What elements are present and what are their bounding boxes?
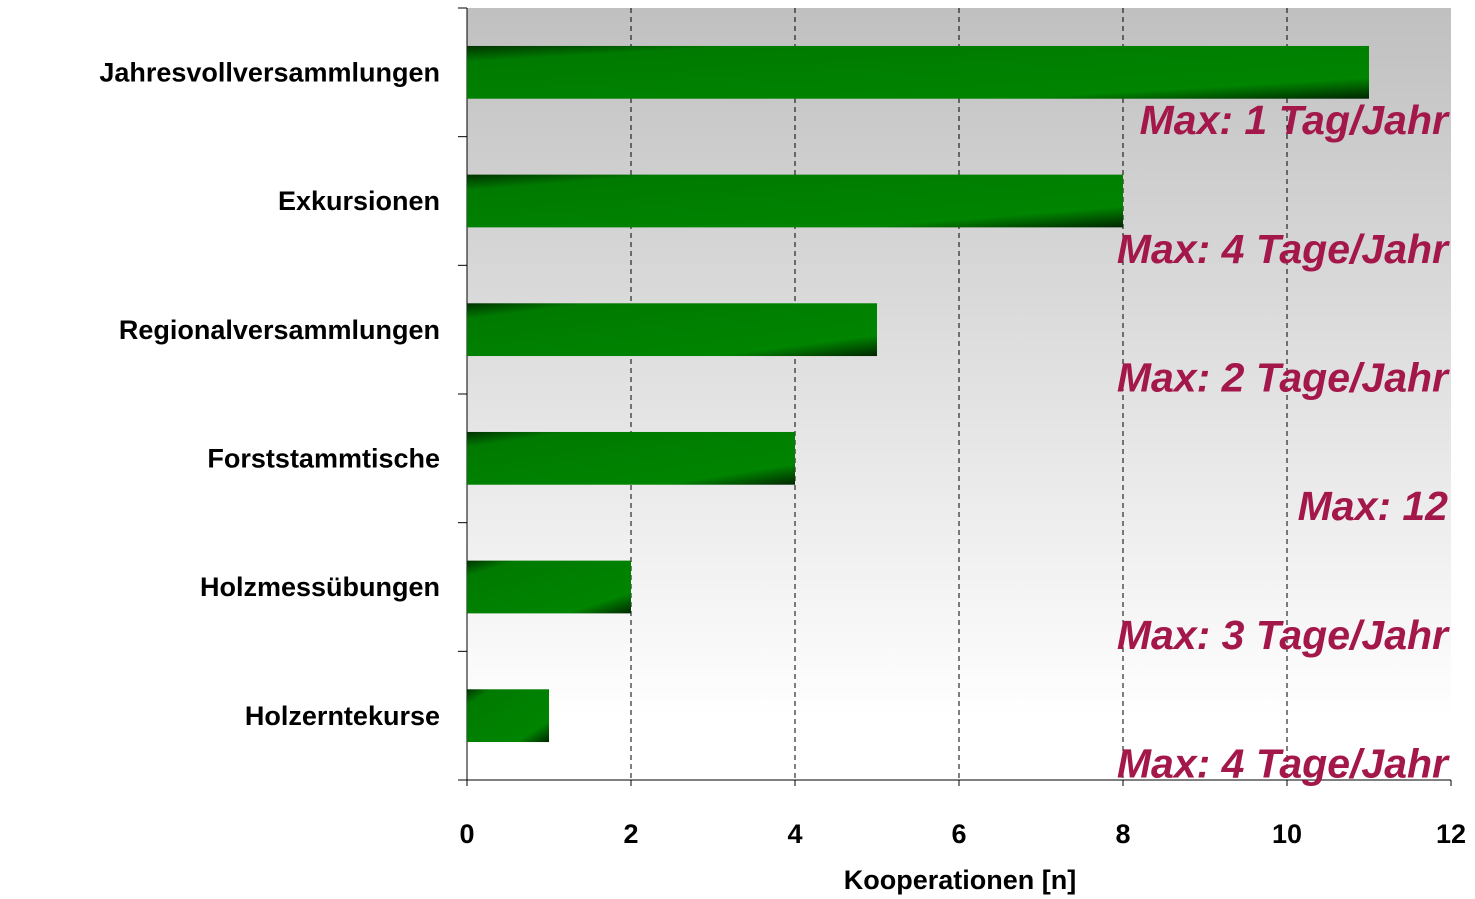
bar: [467, 174, 1123, 228]
x-tick-label: 2: [623, 819, 638, 849]
y-tick-label: Holzmessübungen: [200, 572, 440, 602]
x-tick-label: 12: [1436, 819, 1466, 849]
annotation: Max: 3 Tage/Jahr: [1117, 612, 1450, 658]
bar: [467, 45, 1369, 99]
y-tick-label: Regionalversammlungen: [119, 315, 440, 345]
x-tick-label: 4: [787, 819, 802, 849]
y-tick-label: Holzerntekurse: [245, 701, 440, 731]
bar: [467, 560, 631, 614]
y-tick-label: Jahresvollversammlungen: [99, 57, 440, 87]
x-tick-label: 8: [1115, 819, 1130, 849]
y-tick-label: Exkursionen: [278, 186, 440, 216]
annotation: Max: 1 Tag/Jahr: [1140, 97, 1450, 143]
annotation: Max: 4 Tage/Jahr: [1117, 226, 1450, 272]
bar: [467, 431, 795, 485]
y-tick-label: Forststammtische: [207, 443, 440, 473]
x-axis-label: Kooperationen [n]: [844, 865, 1076, 895]
x-tick-label: 10: [1272, 819, 1302, 849]
annotation: Max: 2 Tage/Jahr: [1117, 354, 1450, 400]
bar: [467, 689, 549, 743]
bar: [467, 303, 877, 357]
x-tick-label: 0: [459, 819, 474, 849]
annotation: Max: 4 Tage/Jahr: [1117, 740, 1450, 786]
x-tick-label: 6: [951, 819, 966, 849]
annotation: Max: 12: [1298, 483, 1449, 529]
